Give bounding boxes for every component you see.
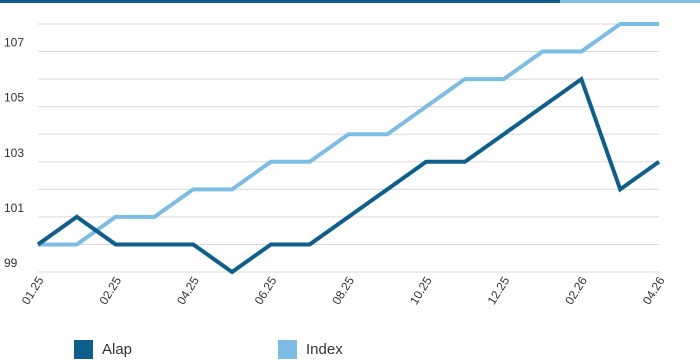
y-axis-tick-labels: 99 101 103 105 107 (4, 36, 24, 270)
y-tick-label: 99 (4, 256, 18, 270)
x-tick-label: 02.26 (562, 274, 590, 307)
legend-swatch-index (278, 339, 297, 359)
x-tick-label: 02.25 (96, 274, 124, 307)
x-tick-label: 04.26 (640, 274, 668, 307)
y-tick-label: 103 (4, 146, 24, 160)
top-rule-accent (560, 0, 700, 3)
legend-item-alap: Alap (74, 339, 132, 359)
x-tick-label: 01.25 (19, 274, 47, 307)
y-tick-label: 101 (4, 201, 24, 215)
x-tick-label: 08.25 (329, 274, 357, 307)
x-tick-label: 06.25 (252, 274, 280, 307)
y-tick-label: 105 (4, 91, 24, 105)
x-tick-label: 12.25 (485, 274, 513, 307)
x-tick-label: 04.25 (174, 274, 202, 307)
series-lines (36, 22, 661, 275)
x-axis-tick-labels: 01.25 02.25 04.25 06.25 08.25 10.25 12.25 02.26… (19, 274, 668, 307)
series-line-alap (36, 75, 661, 275)
legend-item-index: Index (278, 339, 343, 359)
series-line-index (38, 22, 659, 247)
legend-label-index: Index (306, 340, 343, 358)
top-rule (0, 0, 700, 3)
gridlines (38, 23, 659, 273)
y-tick-label: 107 (4, 36, 24, 50)
x-tick-label: 10.25 (407, 274, 435, 307)
legend-label-alap: Alap (102, 340, 133, 358)
legend-swatch-alap (74, 339, 93, 359)
